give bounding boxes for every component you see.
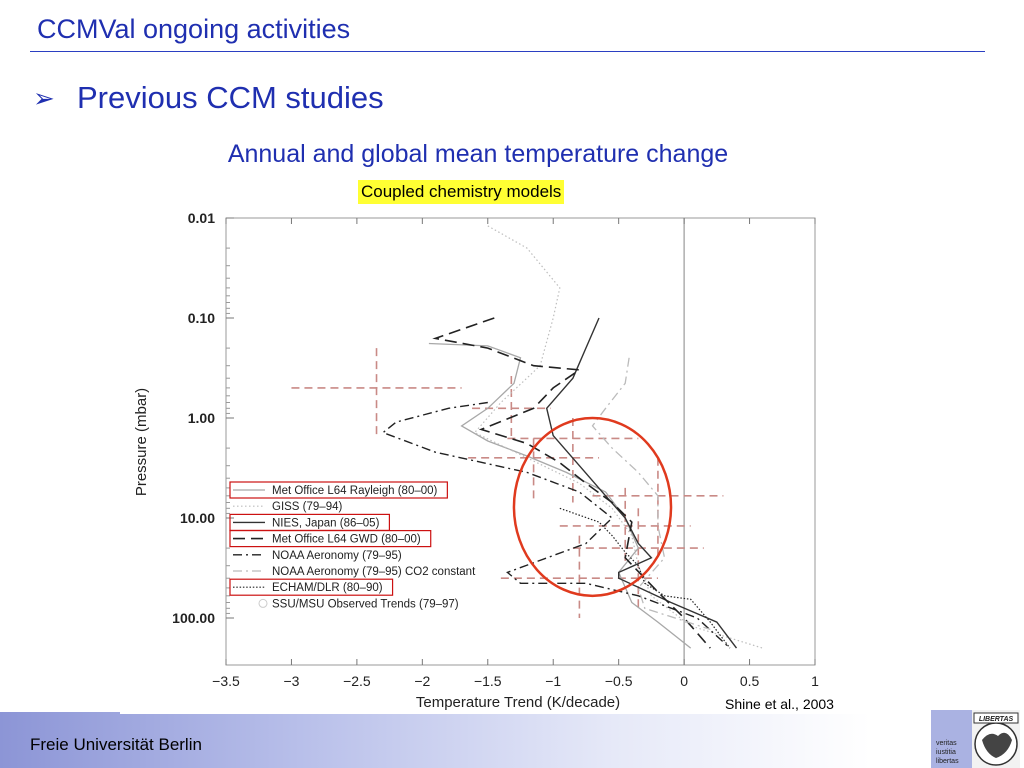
series-line [545, 317, 738, 649]
legend: Met Office L64 Rayleigh (80–00) GISS (79–… [229, 481, 476, 610]
arrow-bullet-icon: ➢ [33, 82, 55, 113]
legend-highlight-box [229, 481, 448, 499]
legend-entry: GISS (79–94) [233, 501, 342, 513]
header-title: CCMVal ongoing activities [37, 14, 351, 44]
seal-text: LIBERTAS [979, 716, 1014, 723]
legend-label: SSU/MSU Observed Trends (79–97) [272, 598, 459, 610]
y-tick-label: 0.01 [188, 210, 215, 226]
x-tick-label: −0.5 [605, 673, 633, 689]
temperature-trend-chart: −3.5 −3 −2.5 −2 −1.5 −1 −0.5 0 0.5 1 0.01 0.10 1.00 1… [133, 210, 819, 711]
y-axis-label: Pressure (mbar) [133, 388, 150, 496]
x-tick-label: −1.5 [474, 673, 502, 689]
legend-label: NIES, Japan (86–05) [272, 517, 380, 529]
legend-entry: SSU/MSU Observed Trends (79–97) [258, 598, 459, 610]
x-tick-label: 0 [680, 673, 688, 689]
x-tick-label: 1 [811, 673, 819, 689]
x-tick-label: −2.5 [343, 673, 371, 689]
legend-swatch [258, 598, 268, 608]
observed-trend-point [500, 535, 658, 618]
motto-line: veritas [936, 740, 957, 747]
x-tick-label: −3.5 [212, 673, 240, 689]
observed-trend-point [472, 375, 551, 442]
legend-entry: ECHAM/DLR (80–90) [229, 578, 394, 596]
observed-trend-point [291, 348, 462, 436]
y-tick-label: 100.00 [172, 610, 215, 626]
legend-entry: NOAA Aeronomy (79–95) [233, 550, 402, 562]
series-line [559, 507, 731, 649]
chart-heading: Annual and global mean temperature chang… [227, 140, 729, 168]
x-axis-label: Temperature Trend (K/decade) [416, 694, 620, 711]
legend-label: ECHAM/DLR (80–90) [272, 582, 383, 594]
x-tick-label: −1 [545, 673, 561, 689]
observed-trend-point [507, 418, 639, 503]
highlight-ellipse [512, 416, 673, 598]
header-divider [30, 51, 985, 52]
x-tick-label: −3 [283, 673, 299, 689]
university-seal-icon: LIBERTAS [972, 710, 1020, 768]
legend-label: GISS (79–94) [272, 501, 342, 513]
y-tick-label: 1.00 [188, 410, 215, 426]
y-tick-label: 10.00 [180, 510, 215, 526]
legend-label: NOAA Aeronomy (79–95) CO2 constant [272, 566, 476, 578]
legend-entry: Met Office L64 Rayleigh (80–00) [229, 481, 448, 499]
footer-university: Freie Universität Berlin [30, 735, 202, 754]
legend-label: NOAA Aeronomy (79–95) [272, 550, 402, 562]
series-line [432, 317, 711, 649]
legend-entry: NOAA Aeronomy (79–95) CO2 constant [233, 566, 476, 578]
footer-divider [120, 712, 1024, 714]
series-line [591, 357, 711, 631]
x-tick-label: −2 [414, 673, 430, 689]
bullet-row: ➢ Previous CCM studies [33, 80, 384, 116]
motto-line: iustitia [936, 749, 956, 756]
y-tick-label: 0.10 [188, 310, 215, 326]
legend-label: Met Office L64 Rayleigh (80–00) [272, 485, 438, 497]
x-tick-label: 0.5 [740, 673, 760, 689]
chart-subheading: Coupled chemistry models [358, 180, 565, 204]
annotation-layer [512, 416, 673, 598]
citation: Shine et al., 2003 [725, 696, 834, 712]
observed-trend-point [468, 438, 600, 500]
legend-highlight-box [229, 578, 394, 596]
legend-highlight-box [229, 529, 432, 548]
bullet-text: Previous CCM studies [77, 80, 384, 115]
motto-line: libertas [936, 758, 959, 765]
series-line [381, 401, 731, 649]
seal-motto: veritas iustitia libertas [936, 739, 966, 766]
footer-band [0, 712, 1024, 768]
axes: −3.5 −3 −2.5 −2 −1.5 −1 −0.5 0 0.5 1 0.01 0.10 1.00 1… [172, 210, 819, 689]
legend-label: Met Office L64 GWD (80–00) [272, 534, 421, 546]
legend-entry: Met Office L64 GWD (80–00) [229, 529, 432, 548]
